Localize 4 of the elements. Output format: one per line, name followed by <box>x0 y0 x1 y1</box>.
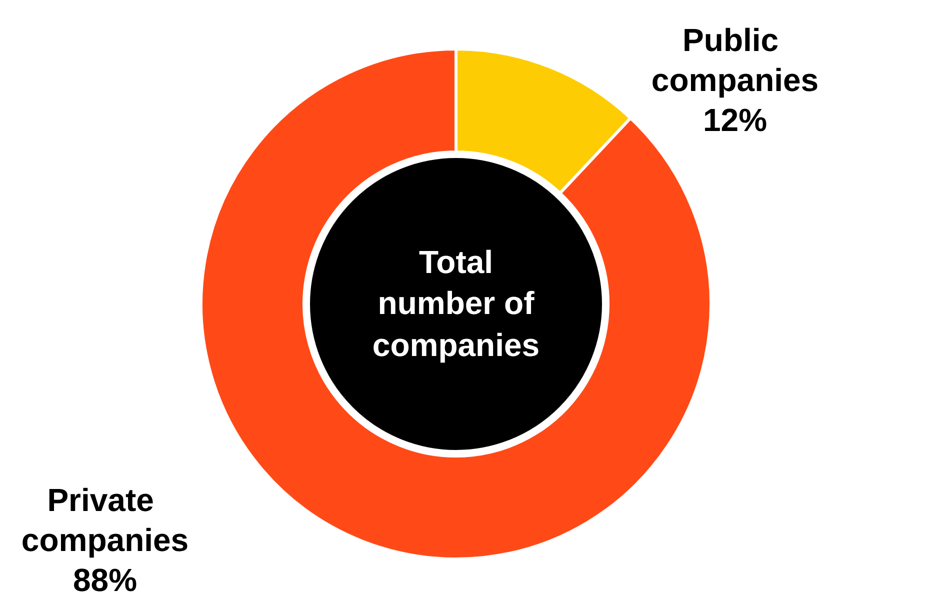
slice-label: Public companies <box>651 22 819 98</box>
data-label: 88% <box>72 562 138 598</box>
slice-label: Private companies <box>21 482 189 558</box>
data-label: 12% <box>702 102 768 138</box>
